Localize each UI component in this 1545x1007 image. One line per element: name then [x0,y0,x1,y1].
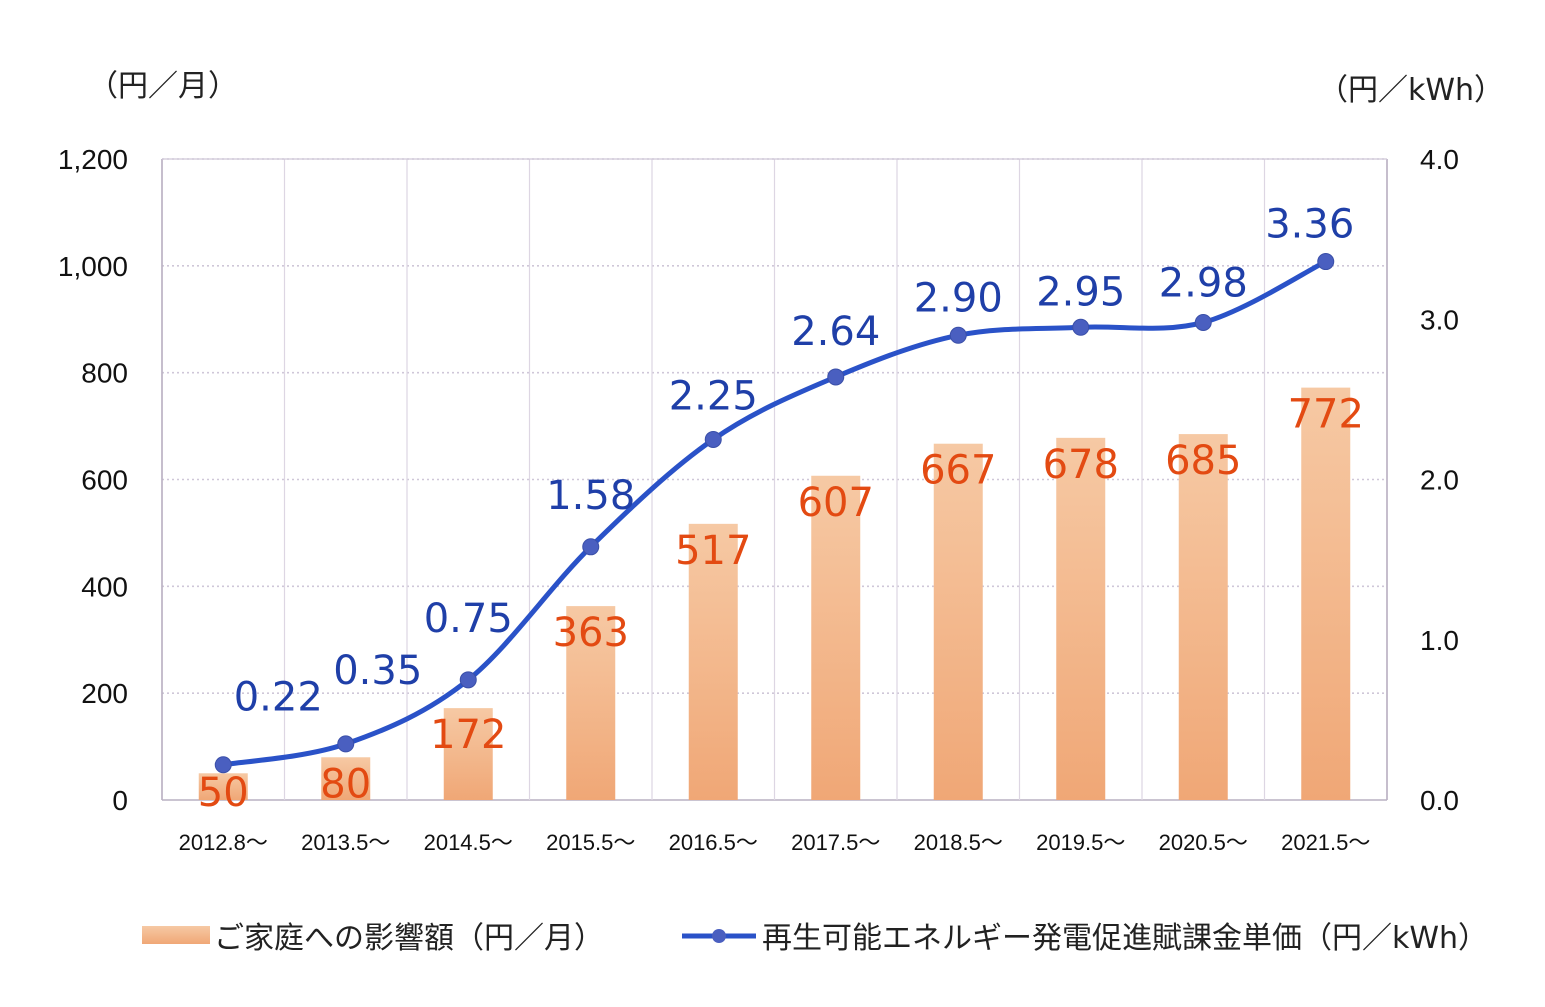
legend-bar-label: ご家庭への影響額（円／月） [214,921,604,956]
x-tick: 2018.5～ [914,830,1003,855]
line-value-label: 2.95 [1036,269,1125,315]
bar [811,475,861,800]
line-point [214,756,232,774]
line-value-labels: 0.220.350.75 1.58 2.25 2.64 2.90 2.95 2.98 3.36 [234,202,1355,721]
line-value-label: 0.22 [234,675,323,721]
line-value-label: 3.36 [1265,202,1354,248]
line-series [214,253,1335,774]
x-tick: 2013.5～ [301,830,390,855]
x-axis-ticks: 2012.8～ 2013.5～ 2014.5～ 2015.5～ 2016.5～ 2017.… [179,830,1371,855]
x-tick: 2014.5～ [424,830,513,855]
bar [1301,387,1351,800]
bar [1056,437,1106,800]
bar-value-label: 685 [1165,438,1241,484]
y-tick-left: 200 [81,678,128,709]
line-point [704,430,722,448]
right-axis-ticks: 0.0 1.0 2.0 3.0 4.0 [1420,144,1459,816]
line-value-label: 2.98 [1159,260,1248,306]
legend-line-label: 再生可能エネルギー発電促進賦課金単価（円／kWh） [762,921,1488,956]
legend-line-marker [712,929,726,943]
y-tick-left: 800 [81,358,128,389]
line-point [337,735,355,753]
line-value-label: 0.75 [424,596,513,642]
y-tick-right: 2.0 [1420,465,1459,496]
x-tick: 2012.8～ [179,830,268,855]
bar-value-label: 363 [553,610,629,656]
line-point [949,326,967,344]
line-value-label: 2.64 [791,309,880,355]
line-value-label: 2.90 [914,275,1003,321]
y-axis-label-right: （円／kWh） [1318,73,1504,108]
y-axis-label-left: （円／月） [88,69,238,104]
y-tick-left: 0 [112,785,128,816]
bar-value-label: 667 [920,448,996,494]
line-point [1317,253,1335,271]
line-point [1194,313,1212,331]
bar-value-label: 678 [1043,442,1119,488]
x-tick: 2021.5～ [1281,830,1370,855]
line-point [582,538,600,556]
y-tick-left: 1,000 [58,251,128,282]
bar [443,708,493,800]
line-point [827,368,845,386]
bar [198,773,248,800]
bar-value-label: 517 [675,528,751,574]
y-tick-right: 3.0 [1420,304,1459,335]
y-tick-left: 400 [81,571,128,602]
bar-value-labels: 50 80 172 363 517 607 667 678 685 772 [198,392,1364,816]
line-path [222,259,1327,768]
x-tick: 2015.5～ [546,830,635,855]
bar [1178,434,1228,800]
x-tick: 2016.5～ [669,830,758,855]
bar-value-label: 607 [798,480,874,526]
line-value-label: 0.35 [333,648,422,694]
legend: ご家庭への影響額（円／月） 再生可能エネルギー発電促進賦課金単価（円／kWh） [142,921,1488,956]
line-value-label: 1.58 [546,473,635,519]
bar [688,523,738,800]
line-point [459,671,477,689]
line-value-label: 2.25 [669,373,758,419]
x-tick: 2020.5～ [1159,830,1248,855]
x-tick: 2017.5～ [791,830,880,855]
bar-value-label: 772 [1288,392,1364,438]
bar-series [198,387,1351,800]
x-tick: 2019.5～ [1036,830,1125,855]
y-tick-right: 0.0 [1420,785,1459,816]
y-tick-right: 4.0 [1420,144,1459,175]
legend-bar-swatch [142,926,210,944]
bar-value-label: 172 [430,712,506,758]
bar [933,443,983,800]
bar-value-label: 80 [320,761,371,807]
left-axis-ticks: 0 200 400 600 800 1,000 1,200 [58,144,128,816]
y-tick-left: 1,200 [58,144,128,175]
bar [566,606,616,800]
line-point [1072,318,1090,336]
y-tick-right: 1.0 [1420,625,1459,656]
bar [321,757,371,800]
bar-value-label: 50 [198,770,249,816]
y-tick-left: 600 [81,465,128,496]
